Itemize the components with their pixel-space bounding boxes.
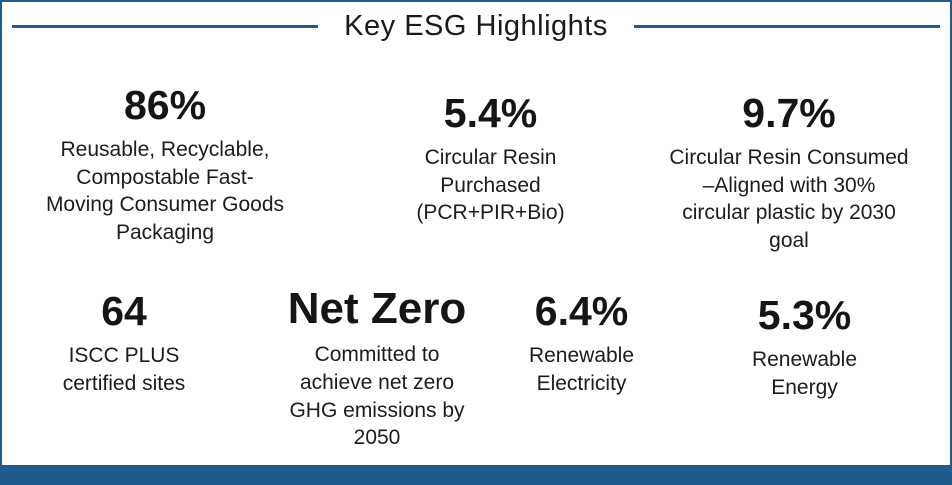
card-header: Key ESG Highlights — [12, 10, 941, 43]
stat-label: Renewable Energy — [751, 348, 858, 399]
stat-value: 5.4% — [443, 90, 538, 136]
stat-circular-resin-consumed: 9.7% Circular Resin Consumed –Aligned wi… — [626, 90, 950, 255]
stat-label: Committed to achieve net zero GHG emissi… — [289, 343, 465, 450]
stat-value: 64 — [101, 288, 147, 334]
card-title: Key ESG Highlights — [344, 10, 608, 42]
stat-value: 6.4% — [534, 288, 629, 334]
title-divider-left — [12, 25, 319, 28]
stat-renewable-electricity: 6.4% Renewable Electricity — [494, 288, 669, 397]
stat-value: 5.3% — [757, 292, 852, 338]
stat-label: Circular Resin Consumed –Aligned with 30… — [669, 146, 909, 253]
stat-net-zero: Net Zero Committed to achieve net zero G… — [247, 284, 507, 452]
stat-label: Renewable Electricity — [528, 344, 635, 395]
stat-renewable-energy: 5.3% Renewable Energy — [702, 292, 907, 401]
stat-fmcg-packaging: 86% Reusable, Recyclable, Compostable Fa… — [10, 82, 320, 247]
stat-value: 9.7% — [742, 90, 836, 136]
stat-circular-resin-purchased: 5.4% Circular Resin Purchased (PCR+PIR+B… — [358, 90, 623, 227]
stat-label: Circular Resin Purchased (PCR+PIR+Bio) — [416, 146, 565, 225]
stat-label: Reusable, Recyclable, Compostable Fast- … — [45, 138, 285, 245]
stat-value: 86% — [123, 82, 207, 128]
stat-value: Net Zero — [287, 284, 467, 333]
stat-iscc-certified-sites: 64 ISCC PLUS certified sites — [24, 288, 224, 397]
bottom-accent-bar — [2, 465, 950, 483]
stat-label: ISCC PLUS certified sites — [62, 344, 186, 395]
title-divider-right — [633, 25, 941, 28]
